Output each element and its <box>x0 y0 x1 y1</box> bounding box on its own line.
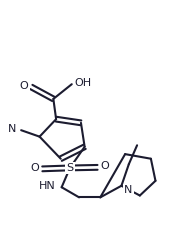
Text: N: N <box>124 185 133 195</box>
Text: S: S <box>66 163 73 173</box>
Text: N: N <box>8 124 17 134</box>
Text: O: O <box>100 161 109 171</box>
Text: OH: OH <box>75 78 92 88</box>
Text: HN: HN <box>39 181 56 191</box>
Text: O: O <box>31 163 40 173</box>
Text: O: O <box>20 81 29 91</box>
